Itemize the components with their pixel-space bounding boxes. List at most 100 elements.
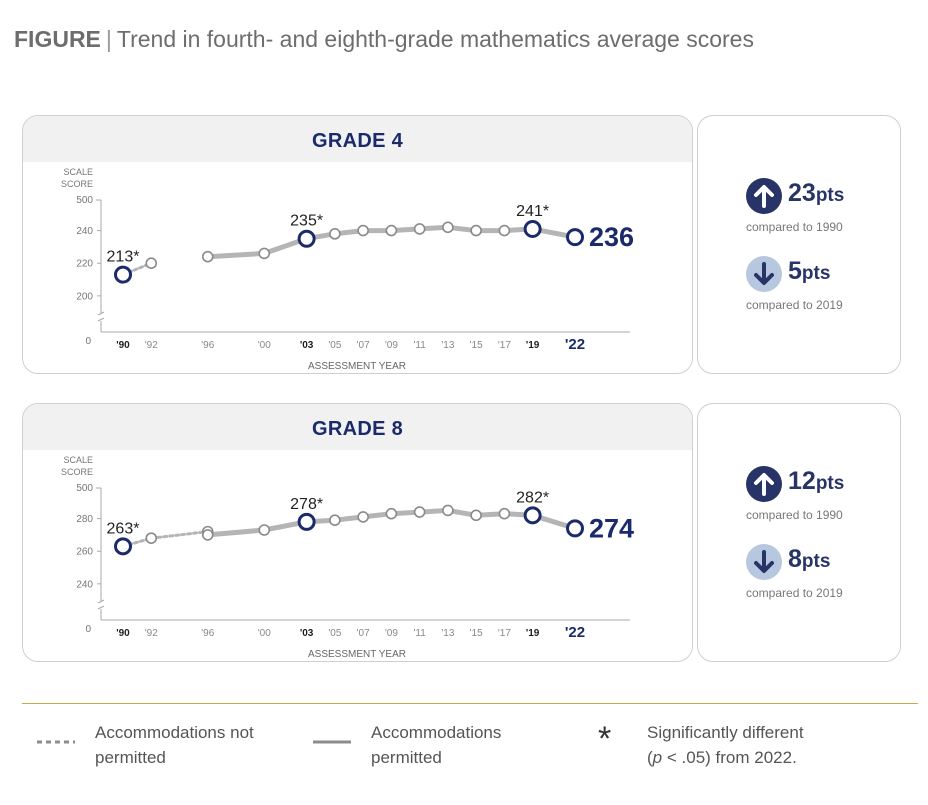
x-tick-label: '05 — [328, 628, 341, 639]
x-tick-label: '05 — [328, 340, 341, 351]
data-label: 278* — [290, 496, 323, 513]
x-tick-label: '15 — [470, 628, 483, 639]
x-tick-label: '03 — [300, 340, 314, 351]
grade-4-change-down-compared: compared to 2019 — [746, 298, 843, 312]
data-point — [258, 524, 271, 536]
data-point — [145, 532, 158, 544]
data-point — [145, 257, 158, 270]
y-axis-label-line-1: SCALE — [63, 167, 93, 177]
highlight-point — [523, 506, 542, 525]
y-axis-break-mark — [97, 311, 105, 322]
data-point — [201, 529, 214, 541]
highlight-point — [297, 512, 316, 531]
highlight-point — [114, 537, 132, 556]
x-tick-label: '90 — [116, 340, 130, 351]
grade-8-change-panel: 12pts compared to 1990 8pts compared to … — [697, 403, 901, 662]
y-axis-break-mark — [97, 599, 105, 610]
y-tick-label: 220 — [76, 259, 93, 270]
grade-4-title: GRADE 4 — [311, 130, 403, 152]
grade-4-chart-panel: GRADE 4 SCALE SCORE 0 500 200 220 240 '90 '92 '96… — [22, 115, 693, 374]
grade-4-line-chart: SCALE SCORE 0 500 200 220 240 '90 '92 '96 '00 '03 '0… — [61, 167, 634, 372]
y-axis-label-line-2: SCORE — [61, 467, 93, 477]
data-point — [258, 247, 271, 260]
data-point — [357, 224, 369, 237]
data-point — [498, 224, 511, 237]
x-tick-label: '17 — [498, 628, 511, 639]
legend-star-symbol: * — [598, 720, 612, 758]
latest-score-label: 274 — [589, 513, 634, 543]
grade-4-change-panel: 23pts compared to 1990 5pts compared to … — [697, 115, 901, 374]
x-tick-label: '22 — [565, 336, 585, 353]
y-tick-label: 280 — [76, 514, 93, 525]
x-tick-label: '00 — [258, 340, 271, 351]
legend-solid-label: Accommodations permitted — [371, 723, 502, 767]
data-label: 282* — [516, 489, 549, 506]
x-tick-label: '96 — [201, 340, 214, 351]
data-point — [413, 506, 426, 518]
data-label: 241* — [516, 203, 549, 220]
legend-dashed-line — [37, 740, 75, 744]
data-point — [357, 511, 369, 523]
data-point — [498, 507, 511, 520]
x-tick-label: '92 — [145, 340, 158, 351]
figure-label: FIGURE — [14, 26, 101, 52]
x-tick-label: '11 — [413, 340, 426, 351]
x-axis-label: ASSESSMENT YEAR — [308, 361, 406, 372]
x-tick-label: '09 — [385, 340, 398, 351]
y-axis-label-line-1: SCALE — [63, 455, 93, 465]
x-tick-label: '17 — [498, 340, 511, 351]
x-tick-label: '07 — [357, 340, 370, 351]
arrow-down-icon — [746, 256, 782, 292]
x-tick-label: '96 — [201, 628, 214, 639]
y-tick-label: 0 — [85, 624, 91, 635]
x-tick-label: '92 — [145, 628, 158, 639]
data-point — [201, 250, 214, 263]
grade-8-line-chart: SCALE SCORE 0 500 240 260 280 '90 '92 '96 '00 '03 '0… — [61, 455, 634, 660]
grade-8-title: GRADE 8 — [311, 418, 403, 440]
legend-significance-line-2: < .05) from 2022. — [662, 748, 797, 767]
highlight-point — [566, 228, 584, 247]
latest-score-label: 236 — [589, 222, 634, 252]
grade-4-change-down-value: 5pts — [788, 257, 831, 285]
x-tick-label: '03 — [300, 628, 314, 639]
x-tick-label: '11 — [413, 628, 426, 639]
y-axis-label-line-2: SCORE — [61, 179, 93, 189]
x-tick-label: '19 — [526, 628, 540, 639]
arrow-down-icon — [746, 544, 782, 580]
x-tick-label: '13 — [441, 628, 454, 639]
data-point — [442, 504, 454, 517]
grade-8-change-down-value: 8pts — [788, 545, 831, 573]
y-tick-label: 0 — [85, 336, 91, 347]
grade-8-chart-panel: GRADE 8 SCALE SCORE 0 500 240 260 280 '90 '92 '96… — [22, 403, 693, 662]
legend-solid-line — [313, 740, 351, 744]
x-tick-label: '09 — [385, 628, 398, 639]
data-label: 213* — [107, 249, 140, 266]
data-point — [470, 509, 482, 522]
x-tick-label: '19 — [526, 340, 540, 351]
highlight-point — [297, 229, 316, 248]
legend-divider — [22, 703, 918, 704]
title-separator: | — [105, 26, 112, 52]
grade-8-change-up-compared: compared to 1990 — [746, 508, 843, 522]
figure-title: FIGURE | Trend in fourth- and eighth-grade… — [14, 26, 754, 53]
grade-8-change-down-compared: compared to 2019 — [746, 586, 843, 600]
data-point — [470, 224, 482, 237]
y-tick-label: 200 — [76, 291, 93, 302]
grade-4-panel-header: GRADE 4 — [23, 116, 692, 162]
x-tick-label: '00 — [258, 628, 271, 639]
data-point — [329, 228, 341, 240]
y-tick-label: 240 — [76, 579, 93, 590]
data-point — [442, 221, 454, 234]
grade-8-change-up-value: 12pts — [788, 467, 845, 495]
data-label: 263* — [107, 520, 140, 537]
highlight-point — [566, 519, 584, 538]
y-tick-label: 500 — [76, 195, 93, 206]
highlight-point — [114, 265, 132, 284]
data-point — [413, 223, 426, 235]
highlight-point — [523, 219, 542, 238]
x-tick-label: '90 — [116, 628, 130, 639]
x-tick-label: '22 — [565, 624, 585, 641]
y-tick-label: 240 — [76, 226, 93, 237]
data-point — [329, 514, 341, 527]
legend-p-symbol: p — [652, 748, 663, 767]
